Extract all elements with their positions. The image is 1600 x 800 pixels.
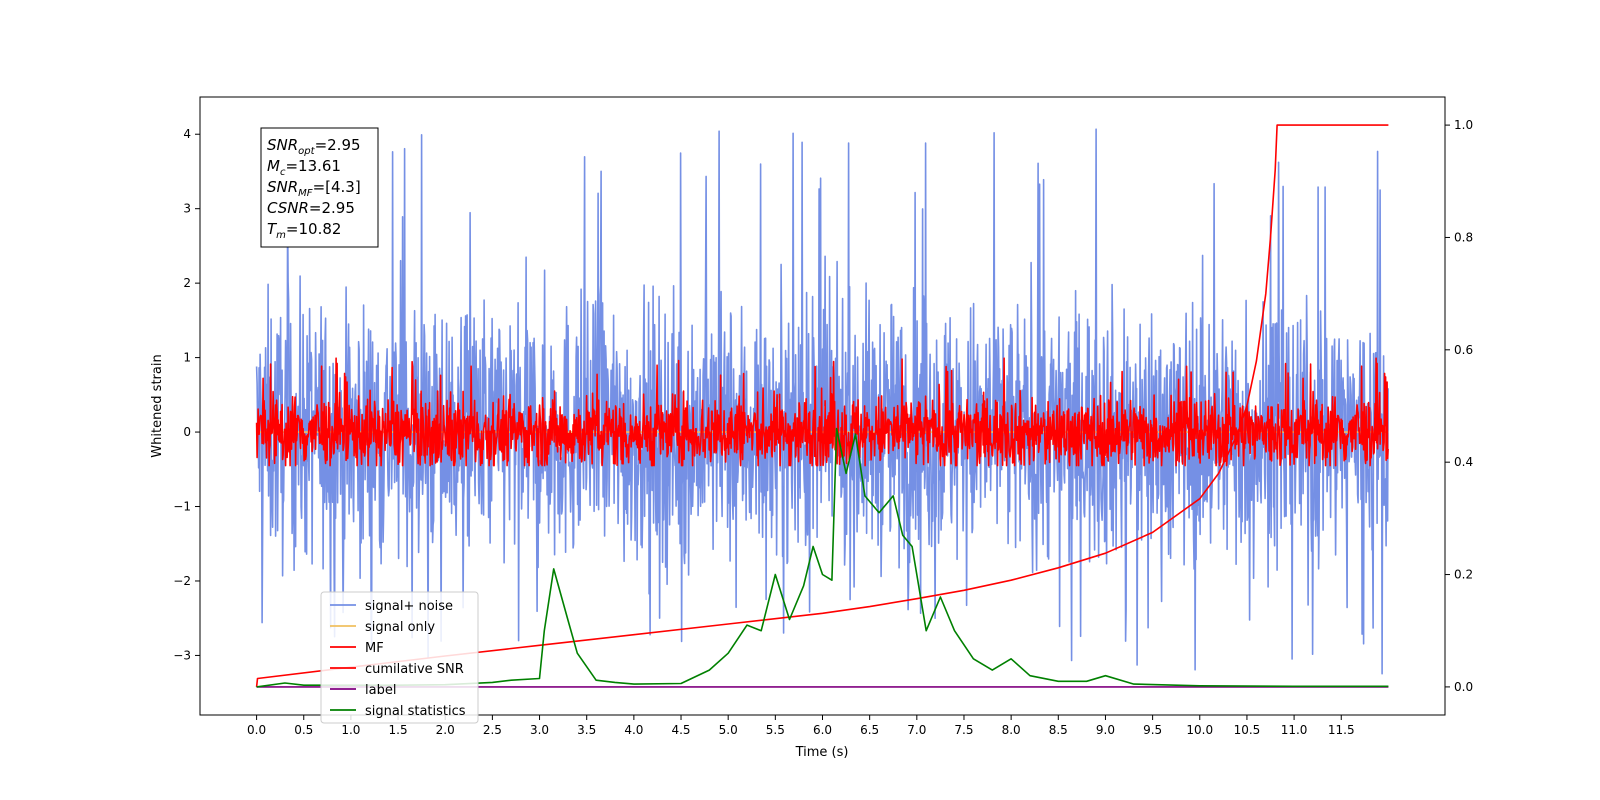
y-axis-label: Whitened strain [150,354,165,457]
y-right-tick-label: 0.4 [1454,455,1473,469]
x-tick-label: 5.0 [719,723,738,737]
legend: signal+ noise signal only MF cumilative SNR… [320,591,479,724]
y-left-tick-label: 2 [183,276,191,290]
legend-label: signal statistics [365,704,466,719]
x-tick-label: 0.0 [247,723,266,737]
y-left-tick-label: 4 [183,127,191,141]
x-tick-label: 10.5 [1234,723,1261,737]
x-tick-label: 2.0 [436,723,455,737]
x-tick-label: 9.5 [1143,723,1162,737]
y-left-tick-label: 0 [183,425,191,439]
legend-label: cumilative SNR [365,662,464,677]
x-axis-label: Time (s) [795,745,849,760]
x-tick-label: 3.5 [577,723,596,737]
y-left-tick-label: 3 [183,202,191,216]
x-tick-label: 0.5 [294,723,313,737]
y-right-tick-label: 0.6 [1454,343,1473,357]
y-right-tick-label: 0.2 [1454,568,1473,582]
annotation-frame [260,127,379,248]
x-tick-label: 4.0 [624,723,643,737]
x-tick-label: 7.5 [954,723,973,737]
annotation-line: SNRopt=2.95 [267,136,361,157]
y-right-tick-label: 0.0 [1454,680,1473,694]
x-tick-label: 6.5 [860,723,879,737]
series-signal-statistics-line [256,427,1389,688]
annotation-line: SNRMF=[4.3] [267,178,361,199]
legend-label: signal+ noise [365,599,453,614]
y-right-tick-label: 0.8 [1454,230,1473,244]
legend-label: label [365,683,396,698]
x-tick-label: 11.5 [1328,723,1355,737]
legend-frame [320,591,479,724]
annotation-line: Mc=13.61 [267,157,341,178]
x-tick-label: 1.5 [389,723,408,737]
series-mf-line [255,357,1389,467]
legend-label: signal only [365,620,435,635]
x-tick-label: 1.0 [341,723,360,737]
x-tick-label: 4.5 [671,723,690,737]
y-left-tick-label: 1 [183,351,191,365]
x-tick-label: 11.0 [1281,723,1308,737]
axes-layer: 0.0 0.5 1.0 1.5 2.0 2.5 3.0 3.5 4.0 4.5 5.0 5.5 6.0 6… [173,118,1473,737]
x-tick-label: 5.5 [766,723,785,737]
y-left-tick-label: −2 [173,574,191,588]
y-left-tick-label: −1 [173,500,191,514]
x-tick-label: 9.0 [1096,723,1115,737]
series-cumilative-snr-line [255,124,1389,687]
legend-label: MF [365,641,384,656]
x-tick-label: 8.5 [1049,723,1068,737]
x-tick-label: 7.0 [907,723,926,737]
annotation-line: CSNR=2.95 [267,199,355,217]
x-tick-label: 10.0 [1186,723,1213,737]
x-tick-label: 2.5 [483,723,502,737]
annotation-line: Tm=10.82 [267,220,341,241]
x-tick-label: 6.0 [813,723,832,737]
y-right-tick-label: 1.0 [1454,118,1473,132]
x-tick-label: 3.0 [530,723,549,737]
y-left-tick-label: −3 [173,648,191,662]
x-tick-label: 8.0 [1002,723,1021,737]
